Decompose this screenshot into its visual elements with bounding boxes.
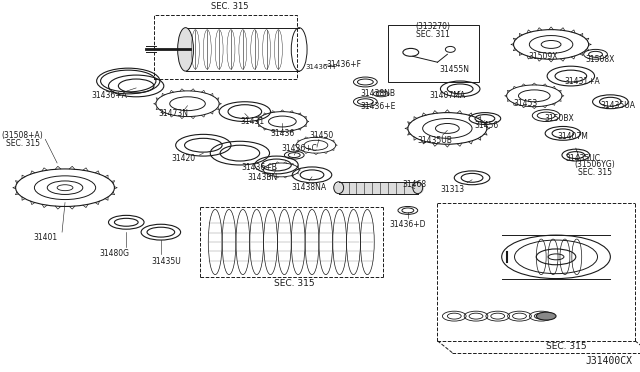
Text: 31508X: 31508X — [586, 55, 615, 64]
Text: 31435UB: 31435UB — [417, 136, 452, 145]
Text: 31509X: 31509X — [529, 52, 558, 61]
Text: 31438NB: 31438NB — [361, 89, 396, 98]
Text: 31436+F: 31436+F — [306, 64, 338, 70]
Text: 31436+A: 31436+A — [92, 91, 127, 100]
Text: 31435U: 31435U — [151, 257, 180, 266]
Text: 31313: 31313 — [440, 185, 465, 194]
Ellipse shape — [178, 28, 193, 71]
Text: 31453: 31453 — [513, 99, 538, 108]
Text: 31450: 31450 — [310, 131, 334, 140]
Text: SEC. 315: SEC. 315 — [577, 169, 612, 177]
Text: 31436+B: 31436+B — [242, 163, 278, 173]
Text: 31436+E: 31436+E — [360, 102, 396, 111]
Text: SEC. 315: SEC. 315 — [6, 139, 40, 148]
Text: (313270): (313270) — [415, 22, 450, 31]
Text: 31456: 31456 — [475, 121, 499, 130]
Text: 3150BX: 3150BX — [544, 114, 574, 123]
Text: 31480G: 31480G — [99, 249, 129, 259]
Text: 3143BN: 3143BN — [248, 173, 278, 182]
Text: 31436+C: 31436+C — [281, 144, 317, 153]
Text: 31468: 31468 — [403, 180, 427, 189]
Text: 31436+F: 31436+F — [326, 60, 361, 69]
Text: 31401: 31401 — [33, 232, 58, 241]
Text: 31435UA: 31435UA — [601, 101, 636, 110]
Text: 31436: 31436 — [270, 129, 294, 138]
Text: SEC. 315: SEC. 315 — [274, 279, 314, 288]
Bar — [388, 25, 479, 82]
Text: 31407M: 31407M — [557, 132, 588, 141]
Text: 31455N: 31455N — [439, 65, 469, 74]
Text: 31473N: 31473N — [159, 109, 189, 118]
Text: 31436+D: 31436+D — [390, 220, 426, 229]
Ellipse shape — [536, 312, 556, 320]
Text: SEC. 311: SEC. 311 — [415, 30, 449, 39]
Text: SEC. 315: SEC. 315 — [211, 2, 249, 12]
Text: 31407MA: 31407MA — [429, 91, 465, 100]
Text: 31431+A: 31431+A — [565, 77, 600, 86]
Text: SEC. 315: SEC. 315 — [545, 342, 586, 351]
Bar — [154, 15, 297, 79]
Text: 31438NA: 31438NA — [291, 183, 326, 192]
Text: J31400CX: J31400CX — [585, 356, 632, 366]
Text: 31435UC: 31435UC — [565, 154, 600, 163]
Text: (31508+A): (31508+A) — [2, 131, 44, 140]
Text: 31420: 31420 — [172, 154, 196, 163]
Text: 31431: 31431 — [241, 117, 265, 126]
Text: (31506YG): (31506YG) — [574, 160, 615, 170]
